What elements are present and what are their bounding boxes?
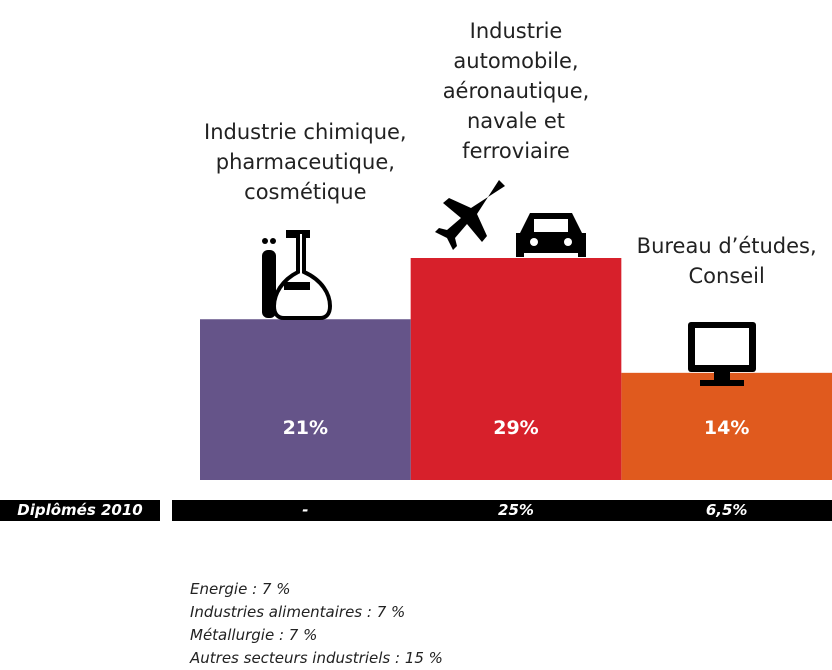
bar [200, 319, 411, 480]
category-label: Bureau d’études, Conseil [636, 233, 817, 288]
note: Métallurgie : 7 % [190, 626, 318, 644]
note: Autres secteurs industriels : 15 % [190, 649, 443, 667]
category-label: Industrie automobile, aéronautique, nava… [442, 19, 590, 163]
row-value: 25% [498, 501, 534, 519]
plane-icon [435, 180, 505, 250]
car-icon [516, 213, 586, 257]
row-label: Diplômés 2010 [17, 501, 143, 519]
note: Energie : 7 % [190, 580, 291, 598]
value-label: 21% [282, 417, 329, 439]
row-label-band [0, 500, 160, 521]
value-label: 29% [493, 417, 539, 439]
bar [621, 372, 832, 480]
value-label: 14% [703, 417, 750, 439]
row-band [172, 500, 832, 521]
flask-icon [262, 230, 333, 320]
note: Industries alimentaires : 7 % [190, 603, 406, 621]
bar [410, 258, 622, 480]
category-label: Industrie chimique, pharmaceutique, cosm… [204, 120, 407, 205]
notes: Energie : 7 % Industries alimentaires : 7… [190, 578, 443, 670]
monitor-icon [688, 322, 756, 386]
row-value: 6,5% [705, 501, 748, 519]
row-value: - [302, 501, 309, 519]
